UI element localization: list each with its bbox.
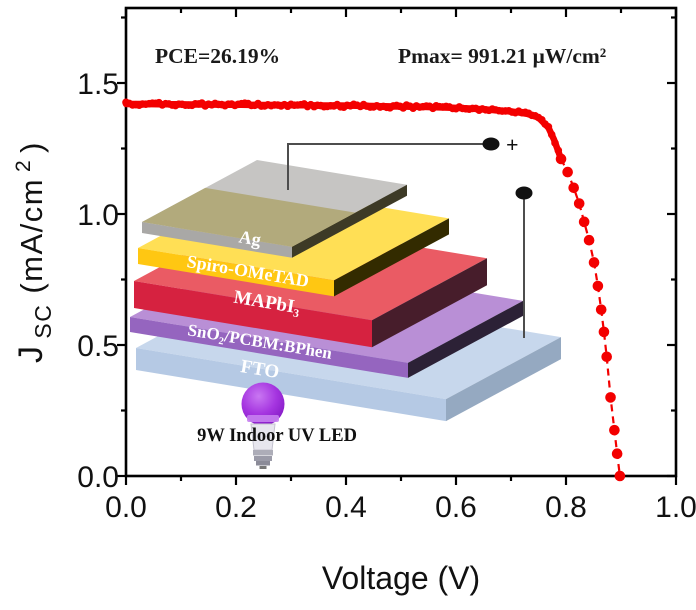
x-tick-label: 0.6 [435, 491, 477, 524]
jv-curve-point [583, 234, 595, 246]
jv-curve-series [122, 98, 626, 482]
jv-curve-point [562, 166, 573, 178]
device-stack-inset [130, 160, 561, 422]
jv-curve-point [611, 448, 623, 460]
y-title-unit-close: ) [14, 141, 49, 153]
layer-side-face [446, 337, 561, 422]
negative-terminal-dot [515, 186, 533, 200]
x-tick-label: 0.4 [325, 491, 367, 524]
layer-front-face [142, 222, 292, 258]
jv-curve-point [568, 182, 579, 194]
jv-curve-point [573, 198, 585, 209]
device-layer-label: Ag [237, 226, 262, 249]
layer-side-face [408, 300, 523, 378]
bulb-screw-1 [253, 450, 273, 456]
bulb-screw-2 [254, 456, 272, 461]
pce-annotation: PCE=26.19% [155, 44, 280, 68]
figure-text: PCE=26.19% Pmax= 991.21 μW/cm² Voltage (… [12, 44, 606, 596]
x-tick-label: 1.0 [655, 491, 696, 524]
bulb-globe [241, 382, 285, 426]
y-tick-label: 1.0 [77, 199, 119, 232]
jv-curve-point [544, 122, 553, 131]
jv-curve-point [578, 216, 590, 228]
y-title-superscript: 2 [12, 159, 35, 172]
uv-led-bulb: 9W Indoor UV LED [197, 382, 357, 469]
y-axis-title: J SC (mA/cm 2 ) [12, 141, 56, 363]
x-tick-label: 0.2 [215, 491, 257, 524]
jv-curve-point [554, 146, 563, 155]
jv-curve-point [592, 280, 604, 292]
y-title-unit-open: (mA/cm [14, 178, 49, 294]
positive-terminal-dot [482, 137, 500, 151]
x-tick-label: 0.0 [105, 491, 147, 524]
x-tick-label: 0.8 [545, 491, 587, 524]
layer-front-face [130, 317, 408, 378]
positive-wire [287, 143, 483, 190]
jv-curve-point [598, 326, 610, 338]
x-axis-title: Voltage (V) [322, 560, 480, 596]
jv-curve-point [609, 424, 620, 436]
layer-front-face [134, 281, 372, 348]
layer-front-face [138, 248, 334, 297]
jv-curve-point [605, 392, 616, 403]
device-layer-ag [142, 160, 407, 258]
circuit-wires: + [287, 132, 533, 338]
positive-terminal-label: + [506, 132, 519, 157]
y-tick-label: 0.0 [77, 461, 119, 494]
layer-top-accent [142, 187, 356, 247]
jv-curve-point [588, 257, 600, 268]
bulb-tip [259, 466, 267, 469]
layer-side-face [372, 258, 487, 348]
layer-side-face [334, 218, 449, 297]
bulb-band [247, 415, 279, 422]
y-tick-label: 1.5 [77, 68, 119, 101]
y-title-subscript: SC [30, 304, 56, 339]
bulb-screw-3 [256, 461, 270, 466]
jv-curve-point [551, 139, 559, 147]
plot-axes: 0.0 0.2 0.4 0.6 0.8 1.0 0.0 0.5 1.0 1.5 [77, 6, 696, 524]
jv-curve-point [601, 351, 612, 363]
jv-curve-point [555, 153, 567, 165]
jv-curve-point [614, 470, 626, 482]
jv-curve-point [595, 304, 607, 315]
led-label: 9W Indoor UV LED [197, 426, 357, 446]
y-title-symbol: J [12, 345, 50, 364]
y-tick-label: 0.5 [77, 330, 119, 363]
jv-curve-point [547, 130, 556, 139]
pmax-annotation: Pmax= 991.21 μW/cm² [398, 44, 606, 68]
layer-front-face [136, 348, 446, 422]
layer-side-face [292, 184, 407, 258]
